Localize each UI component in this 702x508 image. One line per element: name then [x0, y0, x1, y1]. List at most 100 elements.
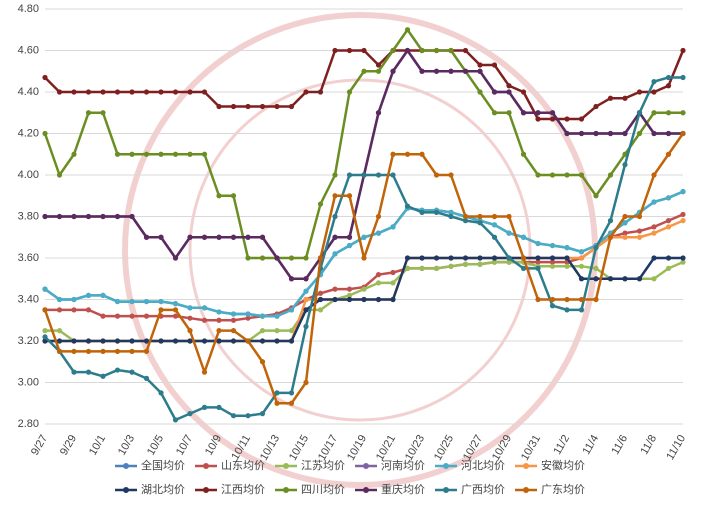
point: [245, 255, 251, 261]
point: [636, 130, 643, 137]
point: [361, 68, 367, 74]
point: [491, 222, 498, 228]
point: [549, 263, 556, 269]
point: [216, 338, 222, 344]
point: [477, 68, 483, 74]
point: [433, 47, 440, 54]
point: [346, 286, 353, 292]
point: [85, 213, 92, 220]
point: [680, 130, 686, 137]
y-tick-label: 3.40: [18, 293, 39, 305]
point: [462, 261, 469, 267]
point: [114, 338, 121, 344]
point: [303, 307, 309, 313]
point: [158, 234, 164, 240]
point: [187, 315, 193, 321]
point: [361, 296, 367, 303]
point: [419, 47, 425, 54]
point: [665, 74, 672, 81]
y-tick-label: 3.80: [18, 210, 39, 222]
point: [42, 130, 48, 137]
point: [288, 276, 295, 282]
point: [85, 307, 92, 313]
point: [607, 234, 614, 240]
point: [100, 213, 106, 220]
point: [361, 234, 367, 240]
point: [71, 213, 77, 220]
point: [361, 286, 367, 292]
point: [100, 338, 106, 344]
point: [404, 47, 411, 54]
point: [578, 296, 585, 303]
point: [520, 265, 527, 271]
point: [42, 328, 48, 334]
point: [85, 338, 92, 344]
point: [564, 263, 570, 269]
point: [114, 213, 121, 220]
point: [245, 413, 251, 419]
point: [100, 292, 106, 298]
legend-marker: [523, 487, 529, 493]
legend-label: 广东均价: [541, 483, 585, 496]
point: [448, 213, 454, 220]
point: [172, 151, 179, 157]
point: [622, 130, 628, 137]
point: [535, 172, 541, 178]
point: [288, 390, 295, 396]
point: [506, 110, 512, 116]
point: [651, 89, 657, 95]
point: [129, 338, 135, 344]
point: [129, 151, 135, 157]
y-tick-label: 4.00: [18, 169, 39, 181]
point: [607, 130, 614, 137]
point: [578, 130, 585, 137]
point: [158, 390, 164, 396]
point: [535, 296, 541, 303]
point: [462, 68, 469, 74]
point: [549, 110, 556, 116]
point: [419, 265, 425, 271]
point: [71, 307, 77, 313]
point: [332, 286, 338, 292]
point: [346, 47, 353, 54]
point: [187, 89, 193, 95]
point: [187, 151, 193, 157]
point: [100, 110, 106, 116]
point: [201, 305, 208, 311]
point: [491, 62, 498, 68]
point: [56, 296, 63, 303]
point: [346, 193, 353, 199]
point: [172, 89, 179, 95]
point: [448, 255, 454, 261]
point: [636, 213, 643, 220]
point: [230, 317, 237, 323]
point: [433, 172, 440, 178]
point: [187, 234, 193, 240]
point: [651, 230, 657, 236]
point: [448, 263, 454, 269]
point: [303, 288, 309, 294]
point: [651, 224, 657, 230]
point: [274, 338, 280, 344]
legend-marker: [443, 487, 449, 493]
point: [578, 263, 585, 269]
point: [593, 103, 599, 110]
point: [114, 151, 121, 157]
point: [665, 255, 672, 261]
point: [288, 103, 295, 110]
point: [680, 110, 686, 116]
point: [549, 116, 556, 122]
point: [578, 116, 585, 122]
point: [564, 116, 570, 122]
point: [520, 234, 527, 240]
point: [274, 390, 280, 396]
point: [259, 234, 266, 240]
point: [288, 255, 295, 261]
point: [100, 89, 106, 95]
legend-label: 全国均价: [141, 458, 185, 472]
point: [216, 328, 222, 334]
point: [549, 303, 556, 309]
point: [56, 213, 63, 220]
point: [404, 203, 411, 209]
point: [129, 369, 135, 375]
